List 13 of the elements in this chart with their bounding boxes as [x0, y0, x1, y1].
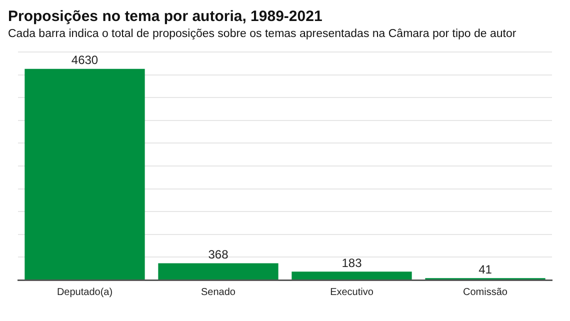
- data-label: 368: [208, 248, 229, 262]
- x-tick-label: Senado: [201, 286, 236, 298]
- data-label: 41: [478, 262, 492, 276]
- data-label: 4630: [71, 53, 98, 68]
- x-tick-label: Deputado(a): [56, 286, 113, 298]
- bar: [158, 263, 278, 280]
- data-label: 183: [342, 256, 362, 270]
- x-tick-label: Comissão: [463, 286, 508, 298]
- bar: [24, 68, 145, 280]
- bar: [292, 272, 412, 280]
- chart-subtitle: Cada barra indica o total de proposições sobre os temas apresentadas na Câmara por tipo de autor: [8, 28, 518, 40]
- chart-title: Proposições no tema por autoria, 1989-2021: [8, 8, 324, 25]
- x-tick-label: Executivo: [330, 286, 374, 298]
